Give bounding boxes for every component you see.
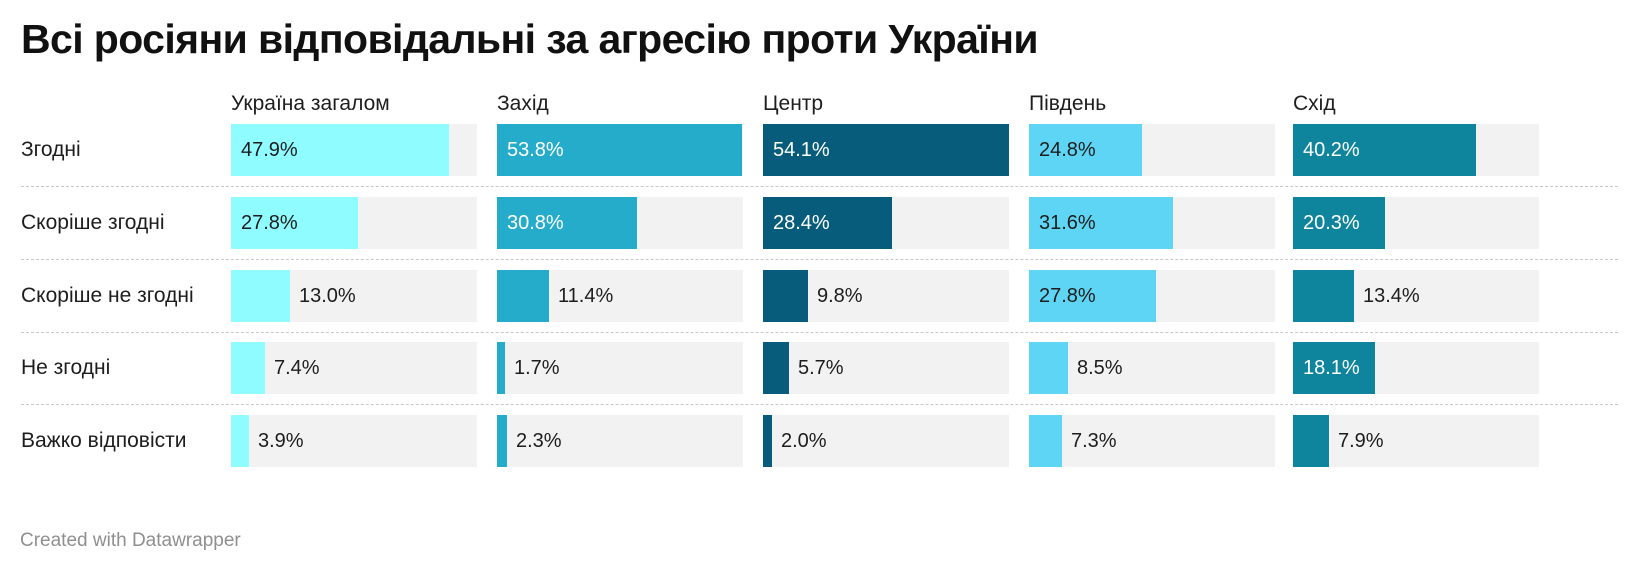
data-bar (1293, 197, 1385, 249)
bar-track: 2.0% (763, 415, 1009, 467)
data-bar (1293, 415, 1329, 467)
bar-track: 1.7% (497, 342, 743, 394)
data-label: 2.0% (781, 430, 827, 452)
data-label: 3.9% (258, 430, 304, 452)
row-divider (21, 404, 1618, 405)
data-bar (497, 270, 549, 322)
bar-track: 13.0% (231, 270, 477, 322)
data-label: 11.4% (558, 285, 614, 307)
data-bar (1029, 342, 1068, 394)
data-label: 24.8% (1039, 139, 1096, 161)
column-header: Захід (497, 92, 549, 115)
data-bar (497, 197, 637, 249)
bar-track: 27.8% (1029, 270, 1275, 322)
data-label: 2.3% (516, 430, 562, 452)
bar-track: 3.9% (231, 415, 477, 467)
column-header: Схід (1293, 92, 1336, 115)
data-bar (231, 197, 358, 249)
data-bar (763, 270, 808, 322)
row-divider (21, 332, 1618, 333)
bar-track: 7.9% (1293, 415, 1539, 467)
data-label: 18.1% (1303, 357, 1360, 379)
chart-title: Всі росіяни відповідальні за агресію про… (21, 16, 1039, 62)
row-label: Скоріше згодні (21, 211, 165, 234)
bar-track: 2.3% (497, 415, 743, 467)
bar-track: 30.8% (497, 197, 743, 249)
data-bar (231, 270, 290, 322)
bar-track: 9.8% (763, 270, 1009, 322)
data-bar (1029, 415, 1062, 467)
bar-track: 31.6% (1029, 197, 1275, 249)
data-bar (231, 342, 265, 394)
data-bar (231, 415, 249, 467)
bar-track: 20.3% (1293, 197, 1539, 249)
data-bar (1293, 342, 1375, 394)
data-label: 40.2% (1303, 139, 1360, 161)
row-divider (21, 259, 1618, 260)
data-label: 30.8% (507, 212, 564, 234)
data-bar (763, 415, 772, 467)
bar-track: 8.5% (1029, 342, 1275, 394)
credit-text: Created with Datawrapper (20, 530, 241, 551)
data-label: 1.7% (514, 357, 560, 379)
column-header: Центр (763, 92, 824, 115)
data-label: 8.5% (1077, 357, 1123, 379)
data-bar (763, 124, 1009, 176)
bar-track: 18.1% (1293, 342, 1539, 394)
bar-track: 7.3% (1029, 415, 1275, 467)
data-label: 9.8% (817, 285, 863, 307)
row-divider (21, 186, 1618, 187)
row-label: Скоріше не згодні (21, 284, 194, 307)
bar-track: 13.4% (1293, 270, 1539, 322)
bar-track: 47.9% (231, 124, 477, 176)
column-header: Україна загалом (231, 92, 390, 115)
data-label: 54.1% (773, 139, 830, 161)
bar-track: 28.4% (763, 197, 1009, 249)
data-bar (231, 124, 449, 176)
data-label: 27.8% (1039, 285, 1096, 307)
data-label: 7.4% (274, 357, 320, 379)
data-label: 13.4% (1363, 285, 1420, 307)
bar-track: 11.4% (497, 270, 743, 322)
data-label: 7.3% (1071, 430, 1117, 452)
data-label: 20.3% (1303, 212, 1360, 234)
data-label: 13.0% (299, 285, 356, 307)
data-bar (1293, 270, 1354, 322)
bar-track: 24.8% (1029, 124, 1275, 176)
bar-track: 54.1% (763, 124, 1009, 176)
data-label: 27.8% (241, 212, 298, 234)
data-bar (1293, 124, 1476, 176)
data-bar (497, 342, 505, 394)
data-label: 31.6% (1039, 212, 1096, 234)
bar-track: 5.7% (763, 342, 1009, 394)
data-label: 7.9% (1338, 430, 1384, 452)
data-bar (1029, 197, 1173, 249)
bar-track: 40.2% (1293, 124, 1539, 176)
data-bar (1029, 270, 1156, 322)
data-label: 5.7% (798, 357, 844, 379)
column-header: Південь (1029, 92, 1107, 115)
bar-track: 27.8% (231, 197, 477, 249)
bar-track: 53.8% (497, 124, 743, 176)
data-bar (763, 342, 789, 394)
row-label: Важко відповісти (21, 429, 187, 452)
bar-track: 7.4% (231, 342, 477, 394)
row-label: Згодні (21, 138, 81, 161)
data-bar (763, 197, 892, 249)
data-bar (497, 124, 742, 176)
data-bar (1029, 124, 1142, 176)
data-label: 53.8% (507, 139, 564, 161)
data-label: 28.4% (773, 212, 830, 234)
data-bar (497, 415, 507, 467)
data-label: 47.9% (241, 139, 298, 161)
row-label: Не згодні (21, 356, 111, 379)
